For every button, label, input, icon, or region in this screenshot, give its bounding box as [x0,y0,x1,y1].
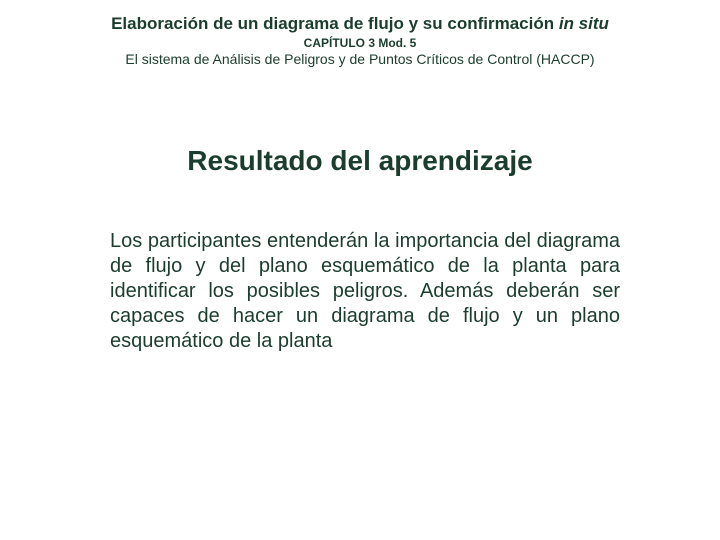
slide-title: Elaboración de un diagrama de flujo y su… [0,14,720,34]
chapter-label: CAPÍTULO 3 Mod. 5 [0,36,720,50]
slide-container: Elaboración de un diagrama de flujo y su… [0,0,720,540]
body-paragraph: Los participantes entenderán la importan… [110,229,620,354]
title-main-text: Elaboración de un diagrama de flujo y su… [111,14,559,33]
subtitle-text: El sistema de Análisis de Peligros y de … [0,51,720,67]
slide-header: Elaboración de un diagrama de flujo y su… [0,0,720,67]
title-italic-text: in situ [559,14,609,33]
section-heading: Resultado del aprendizaje [0,145,720,177]
